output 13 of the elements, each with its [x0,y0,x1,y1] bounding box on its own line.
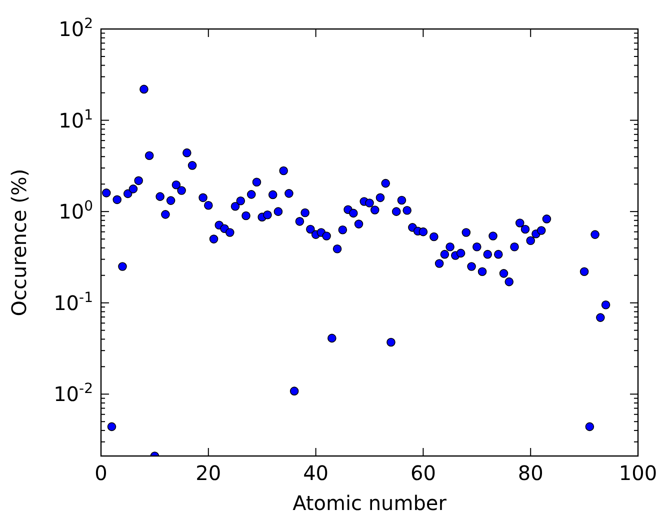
x-tick-label: 100 [618,461,658,485]
y-tick-label: 10$^{-2}$ [54,381,93,406]
y-tick-label: 10$^{2}$ [58,16,93,41]
x-tick-label: 20 [196,461,222,485]
y-tick-label: 10$^{1}$ [58,107,93,132]
y-axis-title: Occurence (%) [7,168,31,316]
y-tick-label: 10$^{0}$ [58,198,93,224]
x-axis-title: Atomic number [292,491,448,515]
x-tick-label: 0 [94,461,108,485]
x-tick-label: 60 [410,461,436,485]
x-tick-label: 80 [518,461,544,485]
x-tick-label: 40 [303,461,329,485]
y-tick-label: 10$^{-1}$ [54,290,93,315]
